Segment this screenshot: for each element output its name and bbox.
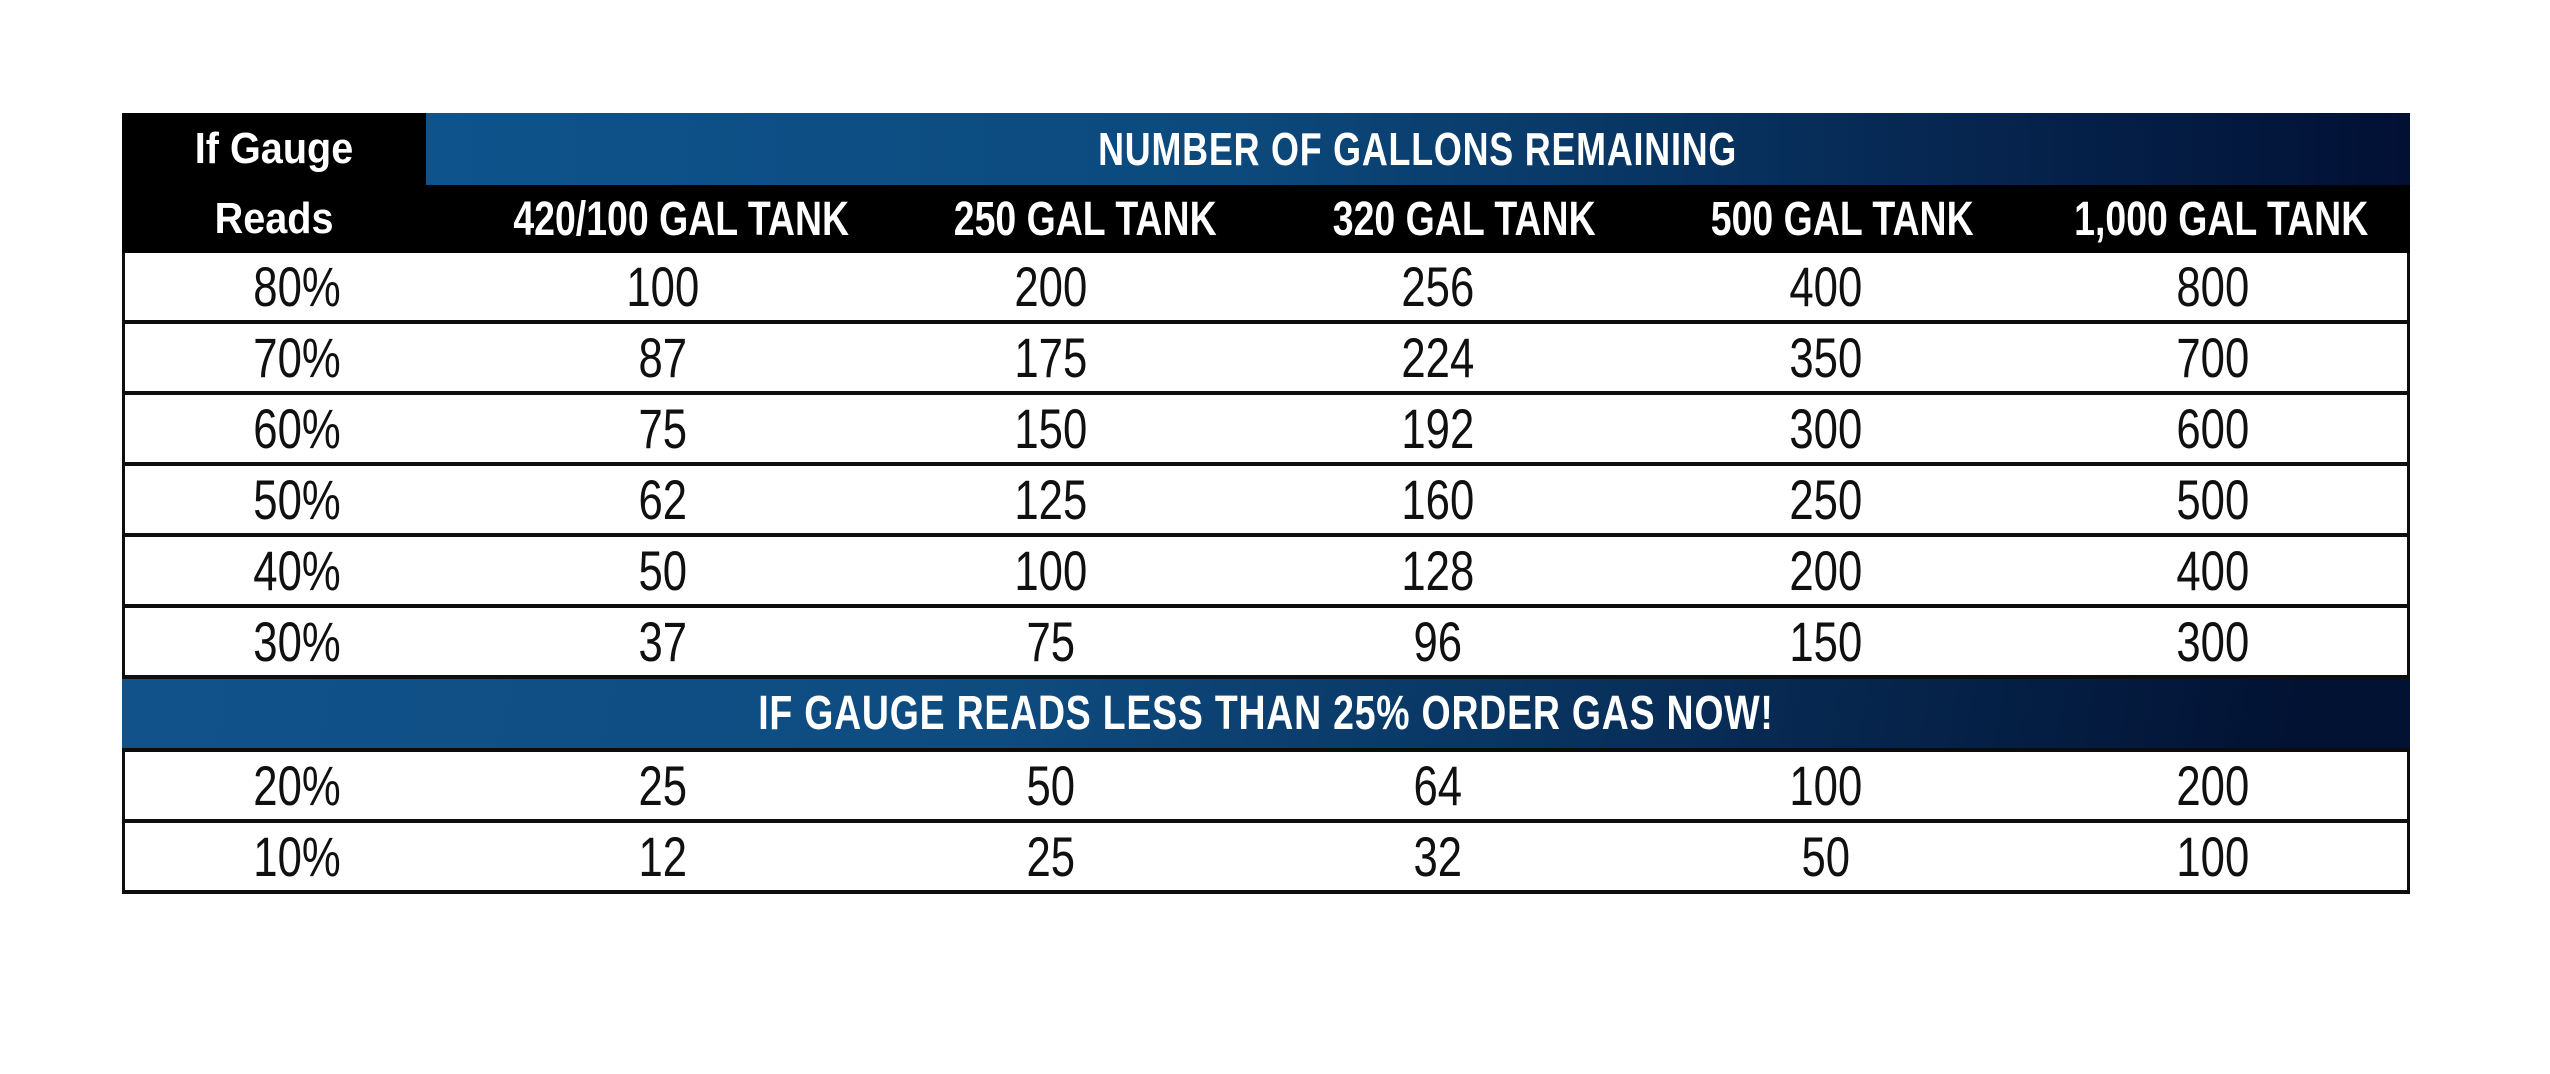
value-cell: 250 (1789, 468, 1863, 531)
value-cell: 350 (1789, 326, 1863, 389)
value-cell: 125 (1013, 468, 1087, 531)
value-cell: 100 (2176, 825, 2250, 888)
value-cell: 700 (2176, 326, 2250, 389)
table-row-70: 70% 87 175 224 350 700 (122, 324, 2410, 395)
gauge-corner-cell-2: Reads (122, 185, 426, 253)
value-cell: 64 (1413, 754, 1463, 817)
gauge-cell: 70% (253, 326, 341, 389)
value-cell: 192 (1401, 397, 1475, 460)
order-gas-banner: IF GAUGE READS LESS THAN 25% ORDER GAS N… (122, 679, 2410, 752)
table-row-30: 30% 37 75 96 150 300 (122, 608, 2410, 679)
value-cell: 50 (638, 539, 688, 602)
table-row-40: 40% 50 100 128 200 400 (122, 537, 2410, 608)
column-header-420-100: 420/100 GAL TANK (513, 192, 850, 246)
table-header-row-2: Reads 420/100 GAL TANK 250 GAL TANK 320 … (122, 185, 2410, 253)
value-cell: 200 (1013, 255, 1087, 318)
group-header-bar: NUMBER OF GALLONS REMAINING (426, 113, 2410, 185)
group-header-label: NUMBER OF GALLONS REMAINING (1098, 123, 1738, 175)
column-header-250: 250 GAL TANK (954, 192, 1217, 246)
column-header-320: 320 GAL TANK (1332, 192, 1596, 246)
gauge-cell: 30% (253, 610, 341, 673)
value-cell: 87 (638, 326, 688, 389)
tank-column-headers: 420/100 GAL TANK 250 GAL TANK 320 GAL TA… (466, 185, 2410, 253)
gauge-corner-cell: If Gauge (122, 113, 426, 185)
gauge-cell: 60% (253, 397, 341, 460)
value-cell: 128 (1401, 539, 1475, 602)
value-cell: 25 (1026, 825, 1075, 888)
value-cell: 25 (638, 754, 688, 817)
value-cell: 50 (1026, 754, 1075, 817)
gauge-cell: 20% (253, 754, 341, 817)
value-cell: 175 (1013, 326, 1087, 389)
table-header-row-1: If Gauge NUMBER OF GALLONS REMAINING (122, 113, 2410, 185)
table-row-60: 60% 75 150 192 300 600 (122, 395, 2410, 466)
gallons-remaining-table: If Gauge NUMBER OF GALLONS REMAINING Rea… (122, 113, 2410, 894)
value-cell: 100 (1013, 539, 1087, 602)
column-header-500: 500 GAL TANK (1710, 192, 1974, 246)
table-row-80: 80% 100 200 256 400 800 (122, 253, 2410, 324)
value-cell: 256 (1401, 255, 1475, 318)
table-row-10: 10% 12 25 32 50 100 (122, 823, 2410, 894)
gauge-cell: 10% (253, 825, 341, 888)
value-cell: 800 (2176, 255, 2250, 318)
value-cell: 150 (1013, 397, 1087, 460)
value-cell: 224 (1401, 326, 1475, 389)
table-row-20: 20% 25 50 64 100 200 (122, 752, 2410, 823)
value-cell: 50 (1801, 825, 1850, 888)
order-gas-banner-label: IF GAUGE READS LESS THAN 25% ORDER GAS N… (758, 687, 1774, 740)
value-cell: 100 (1789, 754, 1863, 817)
table-row-50: 50% 62 125 160 250 500 (122, 466, 2410, 537)
corner-line1: If Gauge (194, 124, 354, 173)
value-cell: 200 (1789, 539, 1863, 602)
value-cell: 600 (2176, 397, 2250, 460)
value-cell: 500 (2176, 468, 2250, 531)
value-cell: 200 (2176, 754, 2250, 817)
value-cell: 62 (638, 468, 688, 531)
gauge-cell: 80% (253, 255, 341, 318)
value-cell: 37 (638, 610, 688, 673)
value-cell: 400 (1789, 255, 1863, 318)
value-cell: 75 (1026, 610, 1075, 673)
value-cell: 100 (626, 255, 700, 318)
value-cell: 150 (1789, 610, 1863, 673)
value-cell: 96 (1413, 610, 1463, 673)
value-cell: 400 (2176, 539, 2250, 602)
value-cell: 300 (2176, 610, 2250, 673)
corner-line2: Reads (214, 194, 334, 243)
value-cell: 75 (638, 397, 688, 460)
gauge-cell: 50% (253, 468, 341, 531)
value-cell: 160 (1401, 468, 1475, 531)
gauge-cell: 40% (253, 539, 341, 602)
value-cell: 12 (638, 825, 688, 888)
column-header-1000: 1,000 GAL TANK (2073, 192, 2368, 246)
value-cell: 32 (1413, 825, 1463, 888)
value-cell: 300 (1789, 397, 1863, 460)
